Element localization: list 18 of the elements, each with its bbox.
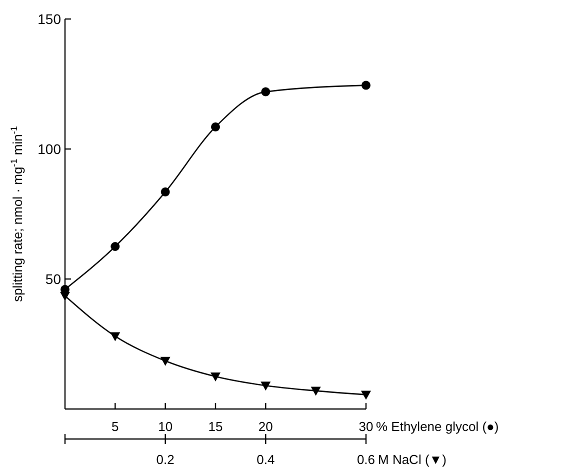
x-tick-label: 15 <box>208 419 223 434</box>
point <box>362 80 370 90</box>
x-tick-label: 5 <box>112 419 119 434</box>
point <box>261 87 270 96</box>
x-tick-label: 30 <box>358 419 374 434</box>
point <box>110 242 120 251</box>
y-tick-label: 100 <box>38 140 62 157</box>
point <box>211 122 220 132</box>
x-tick-label: 10 <box>158 419 173 434</box>
y-tick-label: 150 <box>38 10 62 27</box>
x-tick-label: 20 <box>258 419 273 434</box>
y-tick-label: 50 <box>45 270 62 287</box>
x-axis-title: % Ethylene glycol (●) <box>376 419 499 434</box>
x2-axis-title: M NaCl (▼) <box>378 452 446 467</box>
x2-tick-label: 0.6 <box>356 452 376 467</box>
x2-tick-label: 0.4 <box>256 452 275 467</box>
point <box>160 187 170 196</box>
x2-tick-label: 0.2 <box>156 452 174 467</box>
